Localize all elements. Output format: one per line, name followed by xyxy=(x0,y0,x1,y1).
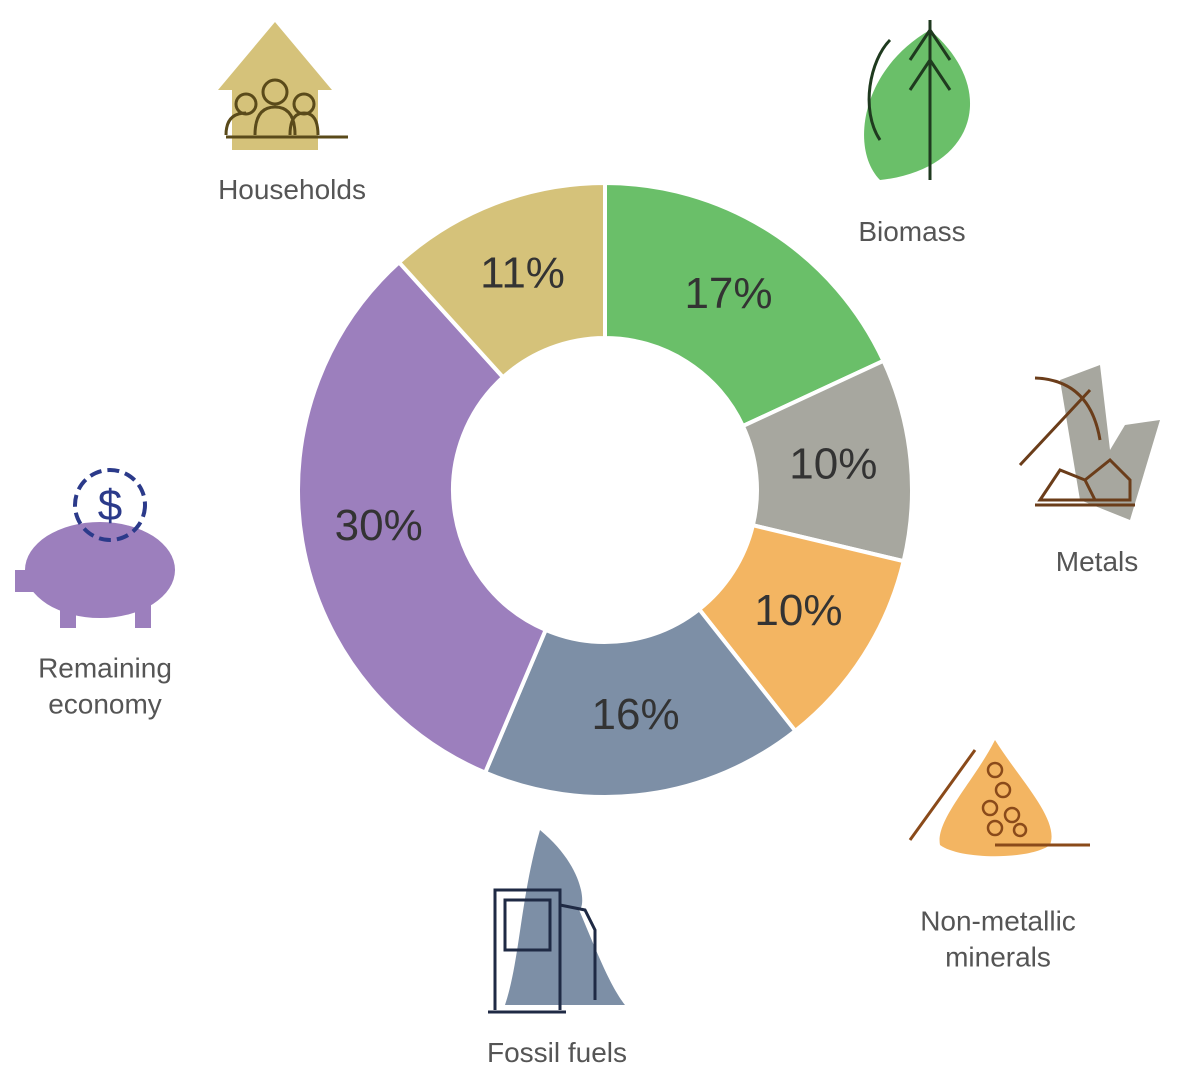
svg-text:$: $ xyxy=(98,481,122,530)
remaining-economy-icon: $ xyxy=(15,468,175,628)
category-label: Fossil fuels xyxy=(486,1036,628,1068)
metals-icon xyxy=(1018,365,1160,520)
donut-segment xyxy=(603,180,887,429)
category-label: Non-metallic minerals xyxy=(920,905,1076,973)
donut-segment xyxy=(740,358,914,564)
donut-segment xyxy=(296,259,549,776)
category-label: Households xyxy=(218,173,366,205)
value-label: 30% xyxy=(335,501,423,550)
value-label: 16% xyxy=(592,690,680,739)
minerals-icon xyxy=(908,740,1090,857)
value-label: 10% xyxy=(754,586,842,635)
category-label: Remaining economy xyxy=(38,652,172,720)
households-icon xyxy=(218,22,348,150)
category-label: Metals xyxy=(1055,545,1139,577)
donut-segment xyxy=(396,180,607,381)
category-label: Biomass xyxy=(858,215,966,247)
donut-segment xyxy=(696,522,907,734)
value-label: 17% xyxy=(684,269,772,318)
biomass-icon xyxy=(864,20,971,180)
donut-segment xyxy=(482,606,799,799)
value-label: 11% xyxy=(480,248,565,297)
fossil-fuels-icon xyxy=(488,830,625,1014)
value-label: 10% xyxy=(789,440,877,489)
